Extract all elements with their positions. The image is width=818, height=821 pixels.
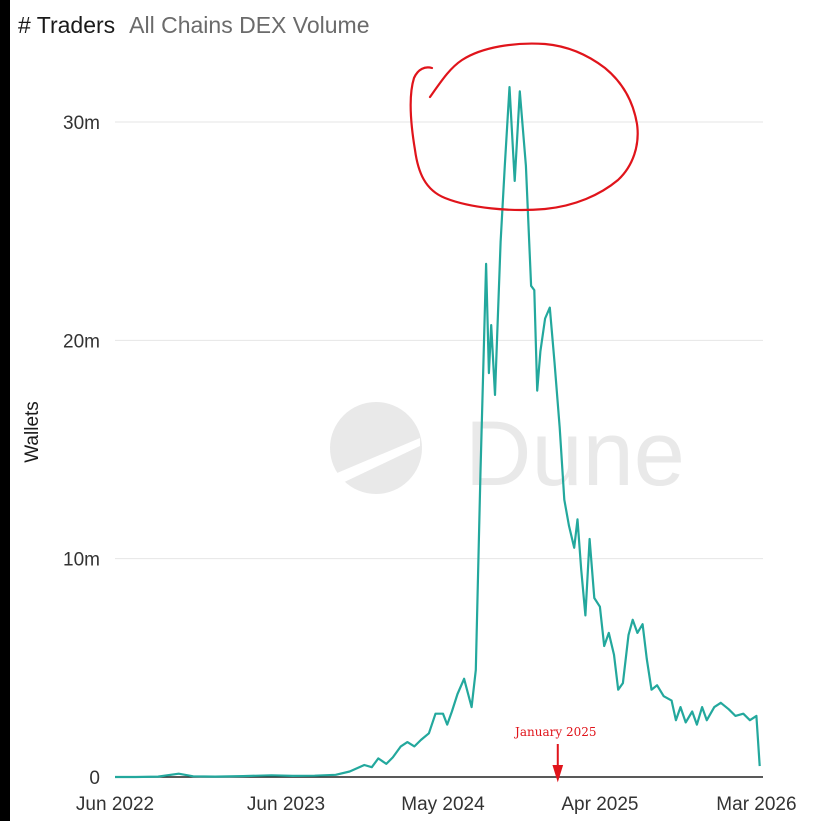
january-2025-annotation: January 2025 xyxy=(513,725,597,783)
x-tick-label: Jun 2022 xyxy=(76,794,154,815)
y-axis-label: Wallets xyxy=(22,401,43,463)
y-tick-label: 30m xyxy=(63,113,100,134)
x-axis-ticks: Jun 2022 Jun 2023 May 2024 Apr 2025 Mar 2026 xyxy=(76,794,797,815)
x-tick-label: Apr 2025 xyxy=(561,794,638,815)
chart-title: # Traders xyxy=(18,12,116,38)
grid-lines xyxy=(115,121,763,560)
y-tick-label: 20m xyxy=(63,331,100,352)
y-axis-ticks: 0 10m 20m 30m xyxy=(63,113,100,789)
x-tick-label: Jun 2023 xyxy=(247,794,325,815)
x-tick-label: May 2024 xyxy=(401,794,485,815)
left-edge-strip xyxy=(0,0,10,821)
peak-highlight-circle xyxy=(409,42,639,212)
y-tick-label: 10m xyxy=(63,550,100,571)
annotation-arrow-icon xyxy=(552,744,564,783)
traders-series-line xyxy=(115,86,761,779)
chart-subtitle: All Chains DEX Volume xyxy=(129,12,370,38)
x-tick-label: Mar 2026 xyxy=(716,794,796,815)
annotation-label: January 2025 xyxy=(513,725,596,739)
y-tick-label: 0 xyxy=(89,768,100,789)
chart-header: # Traders All Chains DEX Volume xyxy=(18,12,370,44)
watermark-text: Dune xyxy=(465,403,685,505)
dune-watermark: Dune xyxy=(330,402,685,505)
dune-logo-slash xyxy=(330,438,420,486)
